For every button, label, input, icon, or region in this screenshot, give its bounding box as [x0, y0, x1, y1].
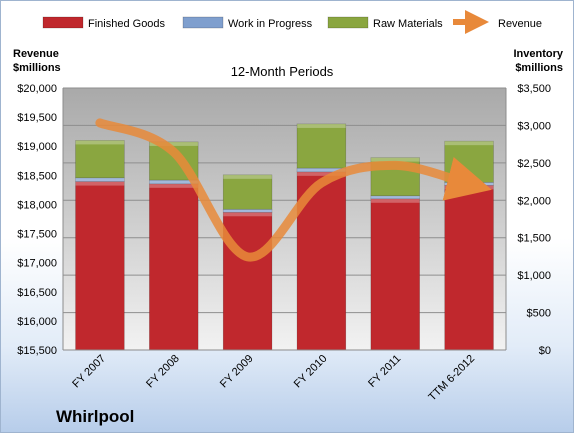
- right-tick-label: $2,500: [517, 158, 551, 170]
- bar-segment-highlight: [444, 141, 494, 146]
- legend-swatch: [42, 16, 84, 29]
- bar-segment-highlight: [75, 181, 125, 186]
- legend-label: Work in Progress: [228, 18, 313, 30]
- bar-segment: [222, 211, 273, 351]
- left-axis-title-line2: $millions: [13, 62, 61, 74]
- x-tick-label: FY 2011: [366, 353, 403, 390]
- left-tick-label: $19,500: [17, 112, 57, 124]
- revenue-line-path: [95, 118, 492, 262]
- left-tick-label: $19,000: [17, 141, 57, 153]
- right-axis-ticks: $0 $500 $1,000 $1,500 $2,000 $2,500 $3,000 $3,5…: [517, 83, 551, 357]
- right-tick-label: $3,000: [517, 120, 551, 132]
- bar-segment: [370, 198, 420, 351]
- bar-segment-highlight: [297, 171, 346, 176]
- bar-segment-highlight: [223, 212, 272, 217]
- bar-segment-highlight: [75, 177, 125, 182]
- left-tick-label: $17,500: [17, 229, 57, 241]
- bar-segment-highlight: [223, 209, 272, 213]
- bar-segment-highlight: [149, 180, 199, 184]
- bar-segment: [75, 181, 125, 351]
- right-axis-title-line2: $millions: [515, 62, 563, 74]
- company-name: Whirlpool: [56, 407, 134, 426]
- left-tick-label: $17,000: [17, 258, 57, 270]
- x-tick-label: FY 2008: [144, 353, 182, 391]
- legend-label: Raw Materials: [373, 18, 443, 30]
- x-tick-label: TTM 6-2012: [426, 353, 477, 404]
- x-tick-label: FY 2009: [218, 353, 256, 391]
- left-tick-label: $18,500: [17, 170, 57, 182]
- bar-segment: [222, 174, 273, 210]
- bar-segment: [149, 183, 199, 351]
- bar-segment-highlight: [297, 168, 346, 172]
- bars: [75, 123, 494, 351]
- right-tick-label: $1,500: [517, 233, 551, 245]
- left-tick-label: $16,000: [17, 316, 57, 328]
- right-tick-label: $1,000: [517, 270, 551, 282]
- legend-swatch: [182, 16, 224, 29]
- legend-label: Finished Goods: [88, 18, 166, 30]
- bar-segment: [75, 140, 125, 179]
- revenue-line: [95, 118, 492, 262]
- bar-segment: [296, 123, 347, 169]
- left-axis-ticks: $15,500 $16,000 $16,500 $17,000 $17,500 $18,0…: [17, 83, 57, 357]
- x-tick-label: FY 2007: [70, 353, 108, 391]
- legend-label: Revenue: [498, 18, 542, 30]
- bar-segment-highlight: [370, 157, 420, 162]
- chart-title: 12-Month Periods: [231, 64, 334, 79]
- left-tick-label: $18,000: [17, 199, 57, 211]
- bar-segment-highlight: [223, 174, 272, 179]
- left-tick-label: $16,500: [17, 287, 57, 299]
- right-tick-label: $2,000: [517, 195, 551, 207]
- right-axis-title-line1: Inventory: [513, 48, 563, 60]
- left-axis-title-line1: Revenue: [13, 48, 59, 60]
- legend-swatch: [327, 16, 369, 29]
- bar-segment-highlight: [297, 123, 346, 128]
- right-tick-label: $500: [527, 308, 551, 320]
- left-tick-label: $20,000: [17, 83, 57, 95]
- right-tick-label: $0: [539, 345, 551, 357]
- bar-segment-highlight: [149, 141, 199, 146]
- right-tick-label: $3,500: [517, 83, 551, 95]
- bar-segment-highlight: [370, 198, 420, 203]
- bar-segment-highlight: [370, 195, 420, 199]
- legend: Finished Goods Work in Progress Raw Materi…: [42, 10, 542, 34]
- x-tick-label: FY 2010: [292, 353, 330, 391]
- bar-segment-highlight: [75, 140, 125, 145]
- x-axis-ticks: FY 2007 FY 2008 FY 2009 FY 2010 FY 2011 TTM 6…: [70, 353, 477, 404]
- bar-segment-highlight: [149, 183, 199, 188]
- left-tick-label: $15,500: [17, 345, 57, 357]
- bar-segment: [444, 185, 494, 351]
